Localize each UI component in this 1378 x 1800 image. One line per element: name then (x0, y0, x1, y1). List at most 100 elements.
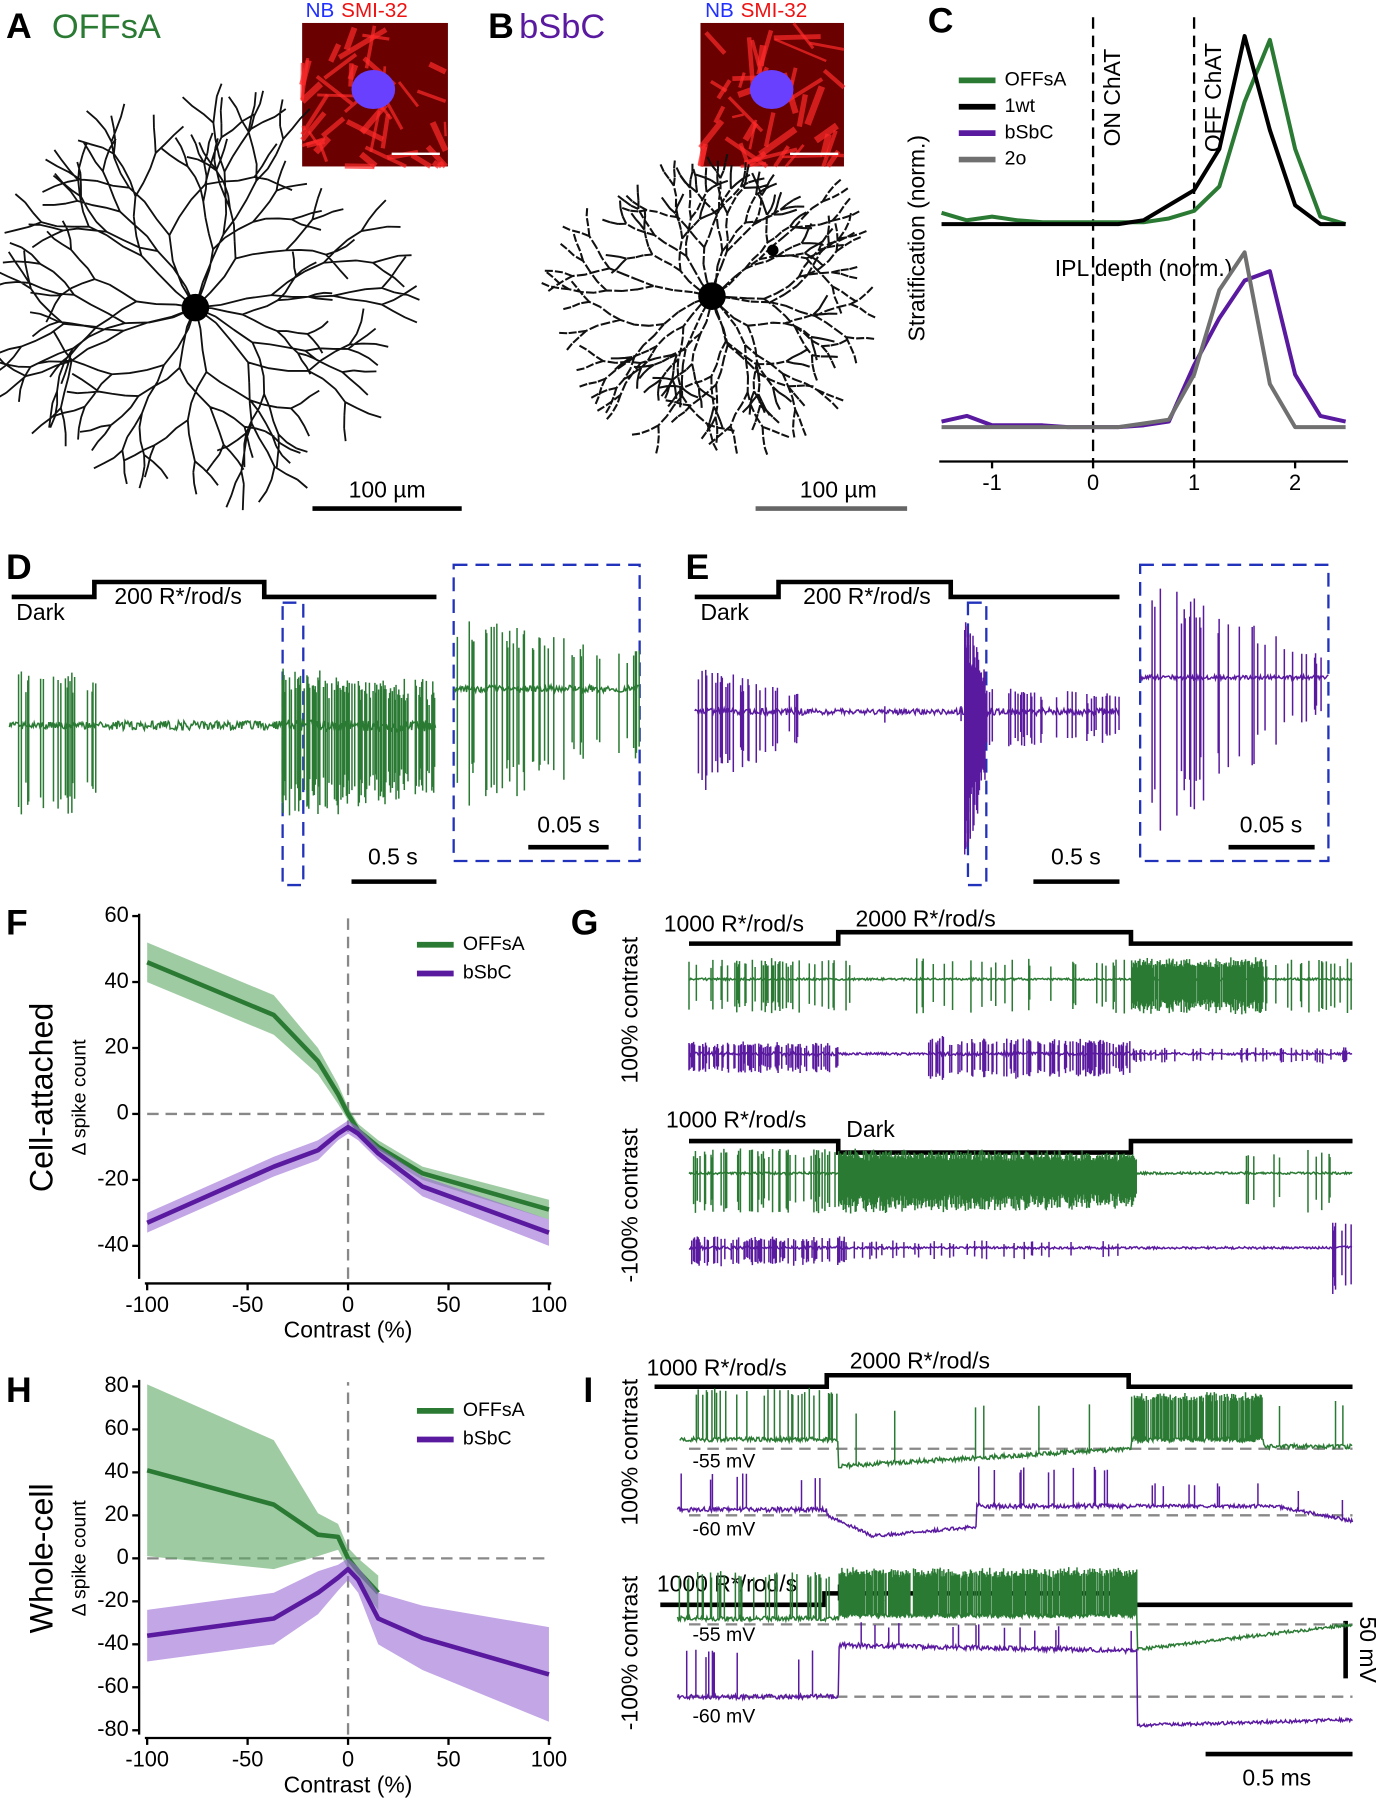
y-tick-label: 40 (105, 1458, 129, 1483)
fiber (704, 31, 727, 55)
stain-label: SMI-32 (741, 0, 808, 22)
y-tick-label: 80 (105, 1372, 129, 1397)
nucleus (749, 70, 794, 110)
x-tick-label: -100 (125, 1292, 169, 1317)
soma (767, 244, 779, 256)
legend-label: 1wt (1005, 95, 1036, 117)
row-label: -100% contrast (617, 1575, 643, 1730)
fiber (748, 119, 758, 150)
inset-texture (697, 22, 846, 169)
x-tick-label: 0 (342, 1292, 354, 1317)
recording-trace (8, 668, 437, 816)
y-tick-label: -60 (97, 1673, 129, 1698)
x-axis-label: Contrast (%) (284, 1771, 413, 1797)
fiber (804, 85, 826, 126)
series-line (146, 1566, 550, 1677)
recording-trace (676, 1466, 1354, 1539)
fiber (727, 96, 764, 133)
recording-trace (679, 1387, 1353, 1471)
fiber (301, 125, 306, 131)
soma (698, 282, 726, 310)
y-tick-label: 0 (117, 1100, 129, 1125)
fiber (731, 113, 744, 119)
fiber (315, 74, 354, 106)
fiber (301, 137, 326, 148)
row-label: 100% contrast (617, 1378, 643, 1525)
annotation: ON ChAT (1099, 49, 1125, 147)
legend-label: bSbC (463, 1428, 512, 1450)
y-axis-label: Δ spike count (69, 1039, 91, 1156)
row-title: Cell-attached (23, 1003, 59, 1192)
x-tick-label: -100 (125, 1747, 169, 1772)
legend-label: OFFsA (463, 933, 525, 955)
y-tick-label: 0 (117, 1544, 129, 1569)
fiber (410, 152, 432, 169)
potential-label: -55 mV (692, 1451, 755, 1473)
x-axis-label: IPL depth (norm.) (1055, 255, 1233, 281)
recording-trace (676, 1622, 1353, 1728)
stimulus-step (689, 929, 1353, 946)
stimulus-label: 2000 R*/rod/s (855, 906, 995, 932)
x-tick-label: 1 (1188, 470, 1200, 495)
stimulus-step (654, 1372, 1353, 1390)
x-tick-label: 2 (1289, 470, 1301, 495)
fiber (300, 111, 327, 142)
y-tick-label: -40 (97, 1630, 129, 1655)
y-tick-label: 20 (105, 1034, 129, 1059)
fiber (343, 99, 359, 114)
fiber (323, 52, 358, 80)
y-tick-label: 60 (105, 902, 129, 927)
fiber (758, 126, 798, 158)
recording-trace (676, 1567, 1353, 1652)
series-line (940, 37, 1347, 227)
panel-letter: G (571, 903, 599, 943)
fiber (299, 81, 324, 104)
scale-label: 50 mV (1355, 1616, 1378, 1683)
x-tick-label: -50 (232, 1292, 264, 1317)
fiber (796, 93, 808, 128)
panel-letter: E (686, 547, 710, 587)
series-line (146, 960, 550, 1212)
recording-trace (1139, 588, 1329, 831)
series-line (941, 250, 1346, 430)
recording-trace (694, 622, 1120, 855)
stimulus-label: Dark (846, 1116, 895, 1142)
x-axis-label: Contrast (%) (284, 1317, 413, 1343)
fiber (757, 44, 767, 67)
recording-trace (688, 957, 1353, 1015)
cell-name: OFFsA (52, 8, 161, 46)
fiber (697, 145, 708, 167)
stimulus-label: 1000 R*/rod/s (657, 1570, 797, 1596)
fiber (713, 105, 726, 124)
fiber (362, 33, 390, 41)
soma (181, 293, 210, 322)
stimulus-step (694, 579, 1120, 600)
x-tick-label: 100 (531, 1292, 567, 1317)
x-tick-label: -1 (982, 470, 1001, 495)
stain-label: SMI-32 (341, 0, 408, 22)
panel-letter: B (488, 6, 514, 46)
fiber (822, 68, 846, 90)
y-axis-label: Δ spike count (69, 1500, 91, 1617)
stain-label: NB (306, 0, 335, 22)
stimulus-label: 200 R*/rod/s (803, 583, 931, 609)
error-band (147, 942, 549, 1220)
fiber (380, 113, 391, 149)
panel-letter: H (6, 1370, 32, 1410)
fiber (821, 130, 838, 168)
panel-letter: D (6, 547, 32, 587)
fiber (698, 119, 725, 150)
series-line (941, 34, 1346, 227)
row-label: -100% contrast (617, 1128, 643, 1283)
scale-label: 0.05 s (1240, 812, 1303, 838)
x-tick-label: -50 (232, 1747, 264, 1772)
error-band (147, 1558, 549, 1722)
fiber (710, 80, 728, 93)
recording-trace (688, 1148, 1353, 1214)
fiber (429, 121, 449, 152)
potential-label: -60 mV (692, 1706, 755, 1728)
fiber (300, 93, 330, 136)
stimulus-label: 1000 R*/rod/s (647, 1355, 787, 1381)
inset-texture (299, 25, 449, 170)
